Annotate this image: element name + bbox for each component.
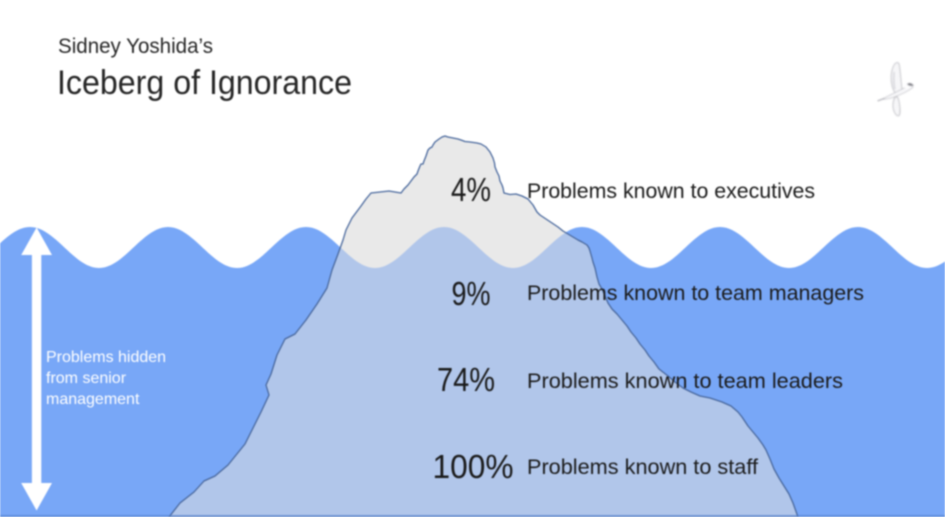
svg-text:Problems known to staff: Problems known to staff	[527, 455, 758, 479]
svg-text:4%: 4%	[451, 171, 491, 208]
svg-text:management: management	[46, 391, 140, 408]
svg-text:Problems hidden: Problems hidden	[46, 349, 166, 366]
svg-text:74%: 74%	[437, 361, 495, 398]
svg-text:Sidney Yoshida’s: Sidney Yoshida’s	[58, 35, 213, 58]
svg-text:Iceberg of Ignorance: Iceberg of Ignorance	[57, 64, 352, 102]
svg-text:Problems known to executives: Problems known to executives	[527, 179, 815, 203]
svg-text:from senior: from senior	[46, 370, 127, 387]
svg-text:9%: 9%	[452, 275, 491, 312]
svg-text:Problems known to team leaders: Problems known to team leaders	[527, 369, 843, 393]
svg-text:100%: 100%	[433, 448, 514, 485]
svg-text:Problems known to team manager: Problems known to team managers	[527, 281, 864, 305]
